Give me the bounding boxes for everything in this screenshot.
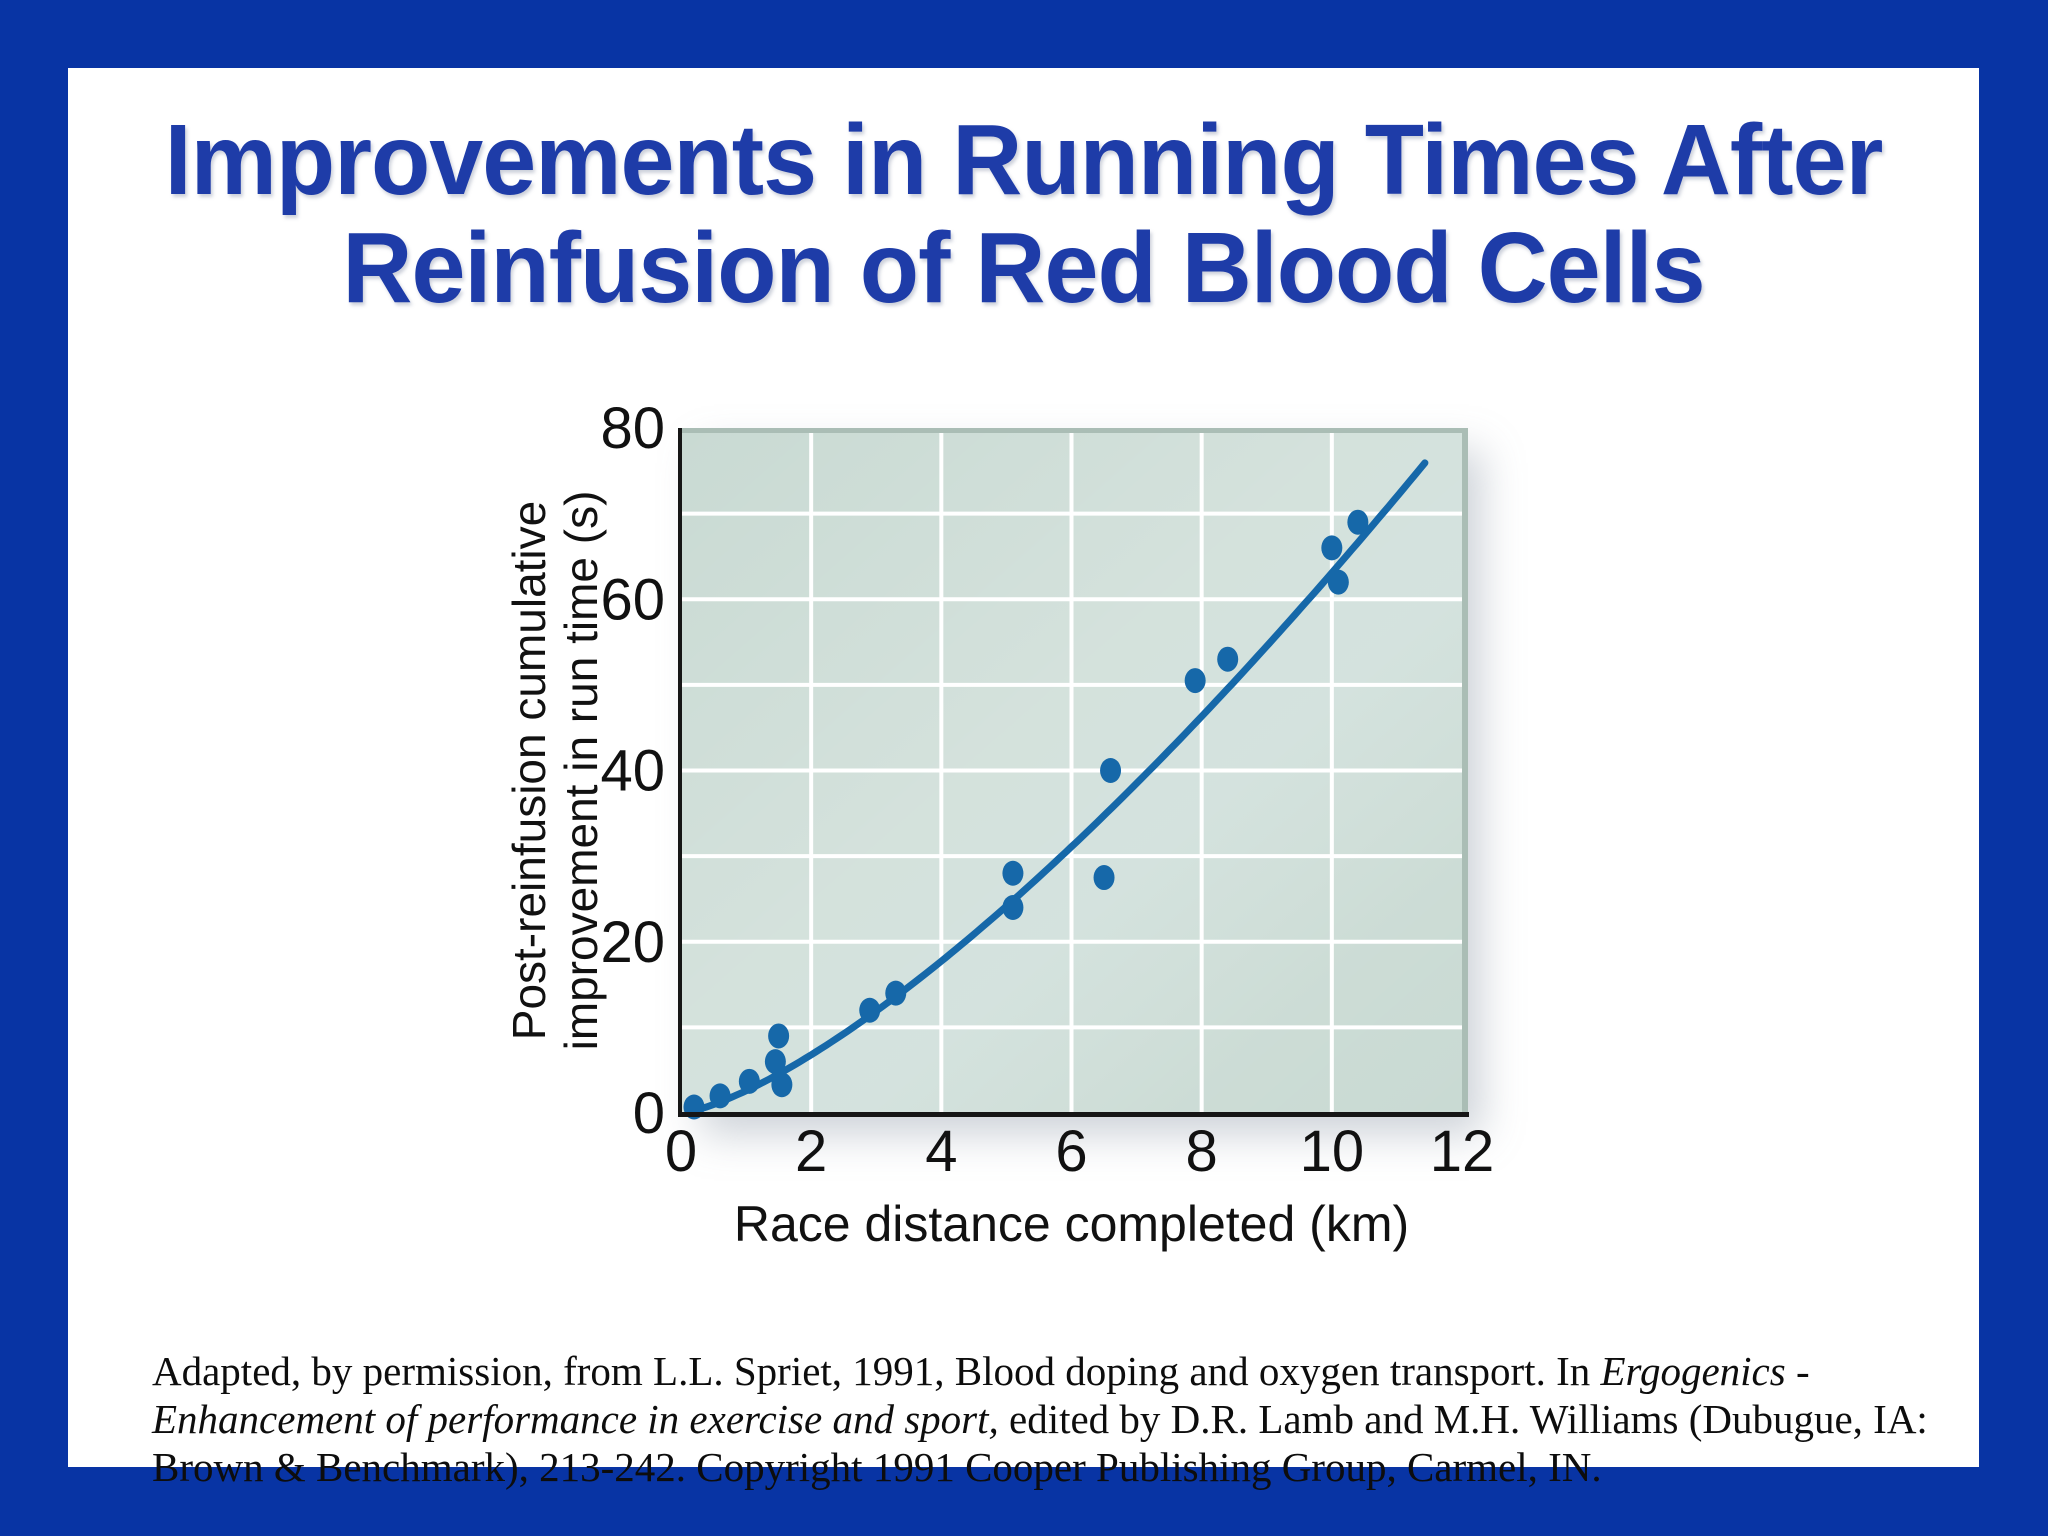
page-title: Improvements in Running Times After Rein… (97, 106, 1951, 322)
x-tick-label: 8 (1186, 1119, 1218, 1184)
x-axis-title: Race distance completed (km) (734, 1196, 1409, 1252)
x-tick-label: 4 (925, 1119, 957, 1184)
y-tick-label: 0 (633, 1081, 665, 1146)
y-axis-line (678, 428, 682, 1116)
data-point (1002, 895, 1024, 920)
data-point (885, 980, 907, 1006)
x-tick-label: 2 (795, 1119, 827, 1184)
y-tick-label: 20 (600, 910, 665, 975)
trend-curve (687, 459, 1429, 1115)
x-tick-label: 6 (1055, 1119, 1087, 1184)
y-axis-title-line-1: Post-reinfusion cumulative (503, 501, 555, 1040)
data-point (738, 1068, 760, 1094)
v-gridline (809, 428, 814, 1113)
data-point (764, 1049, 786, 1075)
v-gridline (939, 428, 944, 1113)
data-point (1100, 758, 1122, 783)
x-tick-label: 12 (1430, 1119, 1495, 1184)
y-tick-label: 80 (600, 396, 665, 461)
citation-text: Adapted, by permission, from L.L. Spriet… (152, 1347, 1952, 1491)
data-point (1327, 569, 1349, 595)
data-point (771, 1072, 793, 1098)
data-point (709, 1083, 731, 1109)
y-tick-label: 40 (600, 739, 665, 804)
x-axis-line (678, 1112, 1469, 1117)
data-point (1002, 860, 1024, 886)
y-axis-title-line-2: improvement in run time (s) (555, 491, 607, 1051)
citation-after: edited by D.R. Lamb and M.H. Williams (D… (152, 1396, 1928, 1490)
citation-before: Adapted, by permission, from L.L. Spriet… (152, 1348, 1601, 1394)
slide-content-area: Improvements in Running Times After Rein… (68, 68, 1979, 1490)
plot-edge-top (681, 428, 1468, 433)
x-tick-label: 10 (1300, 1119, 1365, 1184)
page-title-line-2: Reinfusion of Red Blood Cells (342, 212, 1705, 324)
data-point (1093, 865, 1115, 891)
data-point (1347, 509, 1369, 535)
v-gridline (1329, 428, 1334, 1113)
citation-book-title: Ergogenics - Enhancement of performance … (152, 1348, 1810, 1442)
data-point (1217, 646, 1239, 672)
data-point (1321, 535, 1343, 561)
plot-edge-right (1462, 428, 1468, 1113)
x-tick-label: 0 (665, 1119, 697, 1184)
y-tick-label: 60 (600, 567, 665, 632)
scatter-chart: 0 20 40 60 80 0 2 4 6 8 10 12 Race distance complete… (503, 396, 1495, 1252)
page-title-line-1: Improvements in Running Times After (164, 104, 1884, 216)
data-point (1184, 668, 1206, 694)
v-gridline (1199, 428, 1204, 1113)
data-point (859, 997, 881, 1023)
data-point (768, 1023, 790, 1049)
v-gridline (1069, 428, 1074, 1113)
